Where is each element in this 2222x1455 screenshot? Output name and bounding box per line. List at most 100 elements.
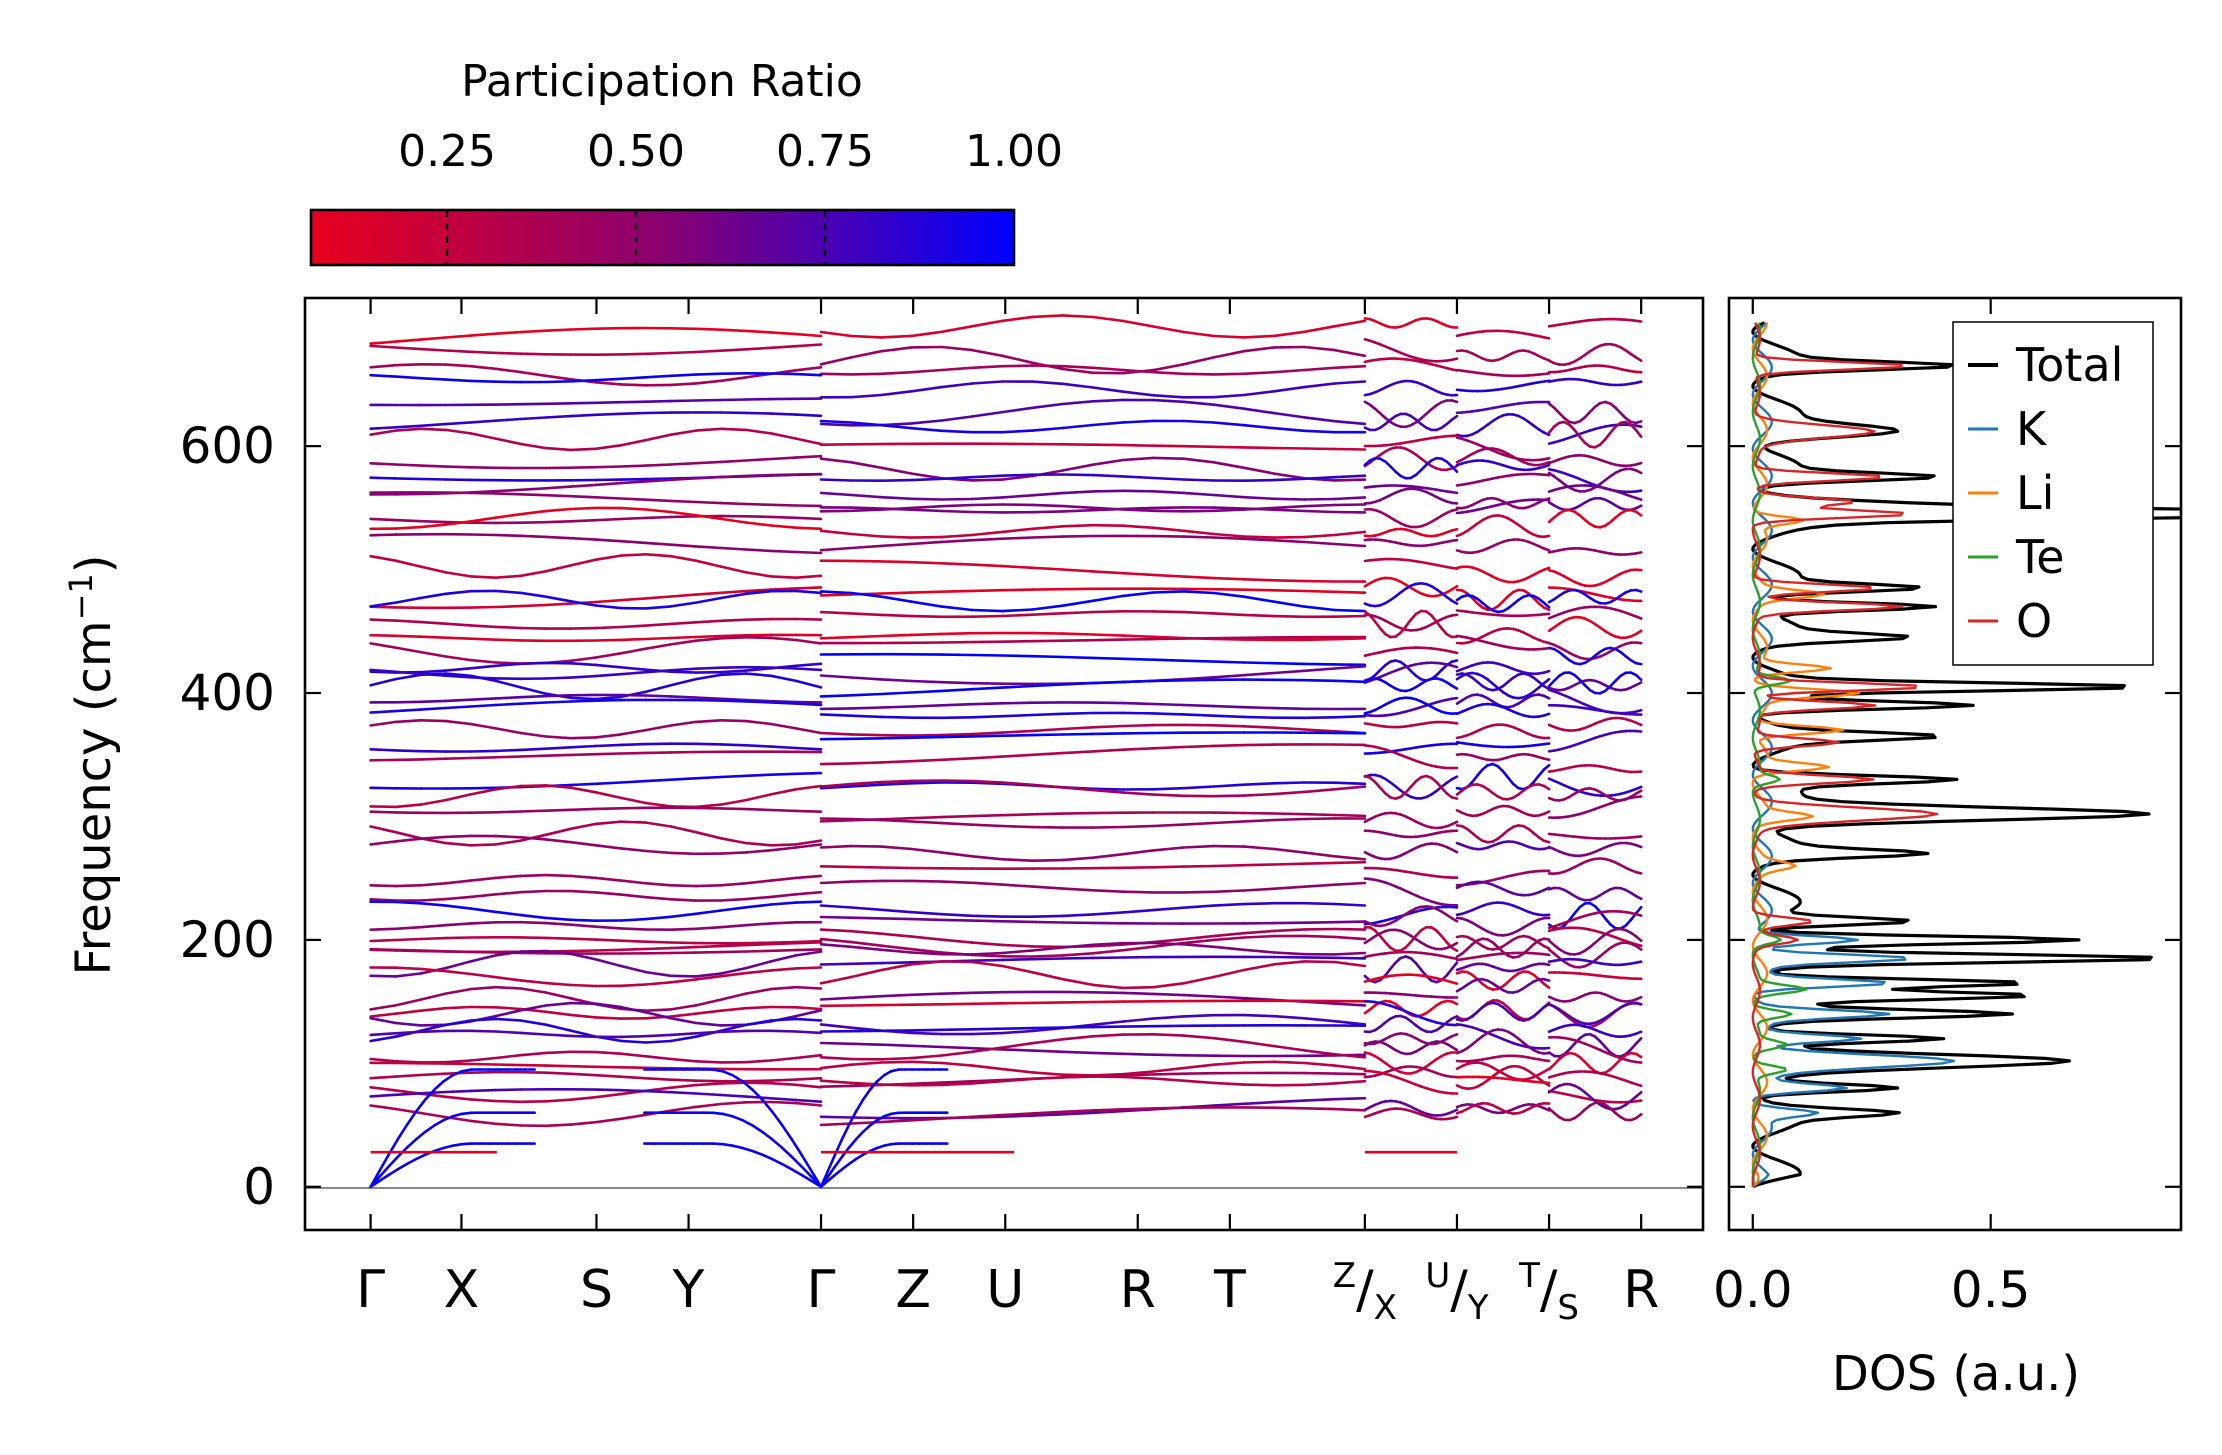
band-segment bbox=[394, 837, 423, 843]
band-segment bbox=[1182, 678, 1216, 682]
band-segment bbox=[1242, 845, 1276, 851]
acoustic-branch-segment bbox=[405, 1137, 418, 1149]
band-segment bbox=[469, 332, 498, 337]
band-segment bbox=[1450, 684, 1459, 690]
band-segment bbox=[1061, 711, 1095, 716]
band-segment bbox=[1000, 701, 1034, 705]
band-segment bbox=[619, 400, 648, 404]
acoustic-branch-segment bbox=[826, 1173, 837, 1183]
band-segment bbox=[369, 533, 397, 537]
band-segment bbox=[744, 949, 773, 953]
band-segment bbox=[419, 992, 448, 1001]
band-segment bbox=[1091, 852, 1125, 860]
band-segment bbox=[1182, 372, 1216, 376]
band-segment bbox=[644, 915, 673, 921]
band-segment bbox=[1000, 1114, 1034, 1118]
band-segment bbox=[1061, 534, 1095, 538]
band-segment bbox=[880, 346, 914, 353]
band-segment bbox=[1634, 843, 1643, 849]
band-segment bbox=[940, 814, 974, 819]
k-point-label: Z bbox=[895, 1260, 931, 1320]
band-segment bbox=[594, 698, 623, 703]
band-segment bbox=[819, 928, 853, 933]
band-segment bbox=[1061, 1111, 1095, 1116]
band-segment bbox=[1121, 701, 1155, 706]
band-segment bbox=[819, 1023, 853, 1029]
band-segment bbox=[594, 517, 623, 522]
band-segment bbox=[494, 727, 523, 735]
band-segment bbox=[1031, 639, 1064, 643]
band-segment bbox=[594, 481, 623, 487]
band-segment bbox=[940, 561, 974, 566]
band-segment bbox=[1000, 943, 1034, 948]
band-segment bbox=[880, 591, 914, 595]
band-segment bbox=[910, 426, 944, 433]
band-segment bbox=[494, 437, 523, 446]
band-segment bbox=[769, 331, 798, 336]
band-segment bbox=[519, 809, 548, 813]
band-segment bbox=[880, 908, 914, 914]
band-segment bbox=[1212, 820, 1246, 825]
band-segment bbox=[769, 985, 798, 991]
band-segment bbox=[619, 693, 648, 697]
band-segment bbox=[794, 638, 823, 645]
acoustic-branch-segment bbox=[378, 1173, 391, 1183]
band-segment bbox=[880, 715, 914, 720]
band-segment bbox=[569, 599, 598, 607]
band-segment bbox=[1242, 661, 1276, 665]
band-segment bbox=[819, 707, 853, 711]
band-segment bbox=[1212, 532, 1246, 538]
band-segment bbox=[694, 775, 723, 780]
band-segment bbox=[1634, 629, 1643, 636]
band-segment bbox=[469, 786, 498, 790]
band-segment bbox=[719, 517, 748, 524]
band-segment bbox=[1634, 319, 1643, 323]
band-segment bbox=[769, 344, 798, 350]
band-segment bbox=[849, 906, 883, 912]
band-segment bbox=[1182, 575, 1216, 580]
band-segment bbox=[519, 370, 548, 378]
band-segment bbox=[719, 718, 748, 723]
band-segment bbox=[644, 668, 673, 674]
band-segment bbox=[644, 970, 673, 978]
band-segment bbox=[494, 950, 523, 957]
band-segment bbox=[569, 822, 598, 831]
band-segment bbox=[849, 733, 883, 737]
band-segment bbox=[469, 664, 498, 670]
band-segment bbox=[1182, 703, 1216, 708]
band-segment bbox=[970, 755, 1004, 760]
band-segment bbox=[669, 382, 698, 387]
band-segment bbox=[819, 1056, 853, 1061]
band-segment bbox=[1333, 608, 1367, 613]
band-segment bbox=[1450, 599, 1459, 605]
band-segment bbox=[569, 558, 598, 567]
k-point-label: Γ bbox=[807, 1260, 836, 1320]
band-segment bbox=[1303, 533, 1336, 539]
band-segment bbox=[1450, 796, 1459, 800]
band-segment bbox=[1212, 794, 1246, 798]
band-segment bbox=[1634, 1099, 1643, 1103]
band-segment bbox=[744, 879, 773, 885]
band-segment bbox=[849, 940, 883, 948]
band-segment bbox=[1450, 775, 1459, 781]
band-segment bbox=[694, 1092, 723, 1097]
band-segment bbox=[694, 1009, 723, 1016]
band-segment bbox=[1634, 835, 1643, 839]
band-segment bbox=[1212, 576, 1246, 581]
band-segment bbox=[1152, 702, 1185, 707]
acoustic-branch-segment bbox=[711, 1111, 725, 1116]
band-segment bbox=[794, 550, 823, 555]
band-segment bbox=[910, 689, 944, 694]
band-segment bbox=[569, 1072, 598, 1077]
band-segment bbox=[744, 571, 773, 578]
band-segment bbox=[719, 1093, 748, 1098]
band-segment bbox=[940, 429, 974, 434]
band-segment bbox=[769, 1081, 798, 1087]
band-segment bbox=[519, 987, 548, 994]
band-segment bbox=[970, 1046, 1004, 1054]
band-segment bbox=[880, 948, 914, 954]
band-segment bbox=[1182, 509, 1216, 513]
band-segment bbox=[569, 840, 598, 847]
band-segment bbox=[910, 632, 944, 637]
band-segment bbox=[694, 742, 723, 746]
